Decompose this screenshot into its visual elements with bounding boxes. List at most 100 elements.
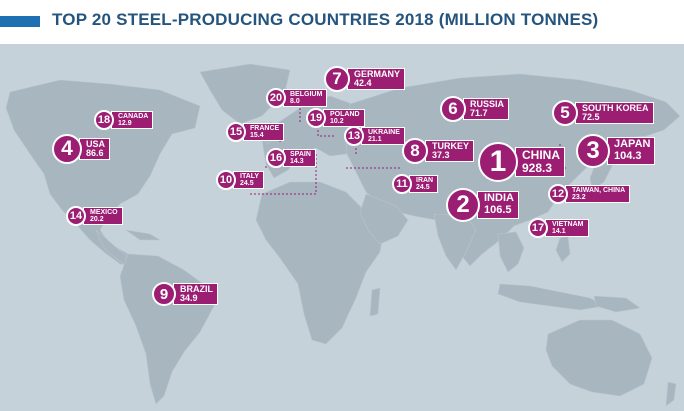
marker-taiwan-china: 12 TAIWAN, CHINA 23.2 [548,184,631,204]
new-guinea-shape [593,295,641,313]
rank-badge: 17 [528,218,548,238]
rank-badge: 6 [440,96,466,122]
country-label: JAPAN 104.3 [607,137,656,165]
country-name: UKRAINE [368,128,400,136]
country-label: UKRAINE 21.1 [361,126,405,146]
header: TOP 20 STEEL-PRODUCING COUNTRIES 2018 (M… [0,0,684,44]
rank-badge: 11 [392,174,412,194]
country-value: 928.3 [522,161,553,175]
country-name: FRANCE [250,124,280,132]
marker-usa: 4 USA 86.6 [52,134,111,164]
marker-poland: 19 POLAND 10.2 [306,108,365,128]
marker-turkey: 8 TURKEY 37.3 [402,138,475,164]
country-value: 37.3 [432,150,450,160]
country-label: BELGIUM 8.0 [283,88,328,108]
country-value: 8.0 [290,98,300,105]
country-name: VIETNAM [552,220,584,228]
country-name: JAPAN [614,138,651,151]
marker-ukraine: 13 UKRAINE 21.1 [344,126,405,146]
country-label: INDIA 106.5 [477,191,519,219]
rank-badge: 7 [324,66,350,92]
indonesia-shape [497,283,605,311]
rank-badge: 12 [548,184,568,204]
rank-badge: 19 [306,108,326,128]
country-label: IRAN 24.5 [409,174,439,194]
country-value: 42.4 [354,78,372,88]
country-name: TURKEY [432,140,470,151]
rank-badge: 10 [216,170,236,190]
madagascar-shape [369,287,381,317]
marker-germany: 7 GERMANY 42.4 [324,66,406,92]
marker-italy: 10 ITALY 24.5 [216,170,265,190]
country-label: BRAZIL 34.9 [173,282,218,306]
world-map: 1 CHINA 928.3 2 INDIA 106.5 3 JAPAN 104.3 4… [0,44,684,411]
country-label: SPAIN 14.3 [283,148,316,168]
country-value: 86.6 [86,148,104,158]
leader-line-italy [250,154,317,195]
country-name: IRAN [416,176,434,184]
country-value: 14.1 [552,228,566,235]
caribbean-shape [125,229,162,241]
country-label: ITALY 24.5 [233,170,265,190]
marker-canada: 18 CANADA 12.9 [94,110,154,130]
philippines-shape [555,235,571,263]
country-value: 10.2 [330,118,344,125]
rank-badge: 16 [266,148,286,168]
country-name: CHINA [522,148,560,163]
rank-badge: 9 [152,282,176,306]
country-label: CANADA 12.9 [111,110,154,130]
country-value: 23.2 [572,194,586,201]
marker-russia: 6 RUSSIA 71.7 [440,96,510,122]
country-label: VIETNAM 14.1 [545,218,589,238]
rank-badge: 4 [52,134,82,164]
country-value: 72.5 [582,112,600,122]
marker-japan: 3 JAPAN 104.3 [576,134,656,168]
country-label: TAIWAN, CHINA 23.2 [565,184,631,204]
rank-badge: 18 [94,110,114,130]
country-value: 34.9 [180,293,198,303]
rank-badge: 13 [344,126,364,146]
country-label: FRANCE 15.4 [243,122,285,142]
arabia-shape [359,193,409,245]
country-name: BRAZIL [180,283,213,294]
country-name: SOUTH KOREA [582,102,649,113]
country-name: USA [86,138,106,149]
australia-shape [545,319,653,397]
country-name: TAIWAN, CHINA [572,186,626,194]
page-title: TOP 20 STEEL-PRODUCING COUNTRIES 2018 (M… [52,10,599,29]
marker-france: 15 FRANCE 15.4 [226,122,285,142]
rank-badge: 14 [66,206,86,226]
country-value: 14.3 [290,158,304,165]
rank-badge: 8 [402,138,428,164]
country-name: CANADA [118,112,149,120]
marker-mexico: 14 MEXICO 20.2 [66,206,123,226]
marker-belgium: 20 BELGIUM 8.0 [266,88,328,108]
country-label: POLAND 10.2 [323,108,365,128]
country-value: 15.4 [250,132,264,139]
rank-badge: 3 [576,134,610,168]
country-name: POLAND [330,110,360,118]
marker-south-korea: 5 SOUTH KOREA 72.5 [552,100,654,126]
country-name: ITALY [240,172,260,180]
country-label: USA 86.6 [79,137,111,161]
country-name: RUSSIA [470,98,505,109]
country-name: SPAIN [290,150,311,158]
country-value: 12.9 [118,120,132,127]
country-label: SOUTH KOREA 72.5 [575,101,654,125]
marker-china: 1 CHINA 928.3 [478,142,565,182]
country-value: 104.3 [614,150,642,162]
rank-badge: 20 [266,88,286,108]
country-label: TURKEY 37.3 [425,139,475,163]
rank-badge: 15 [226,122,246,142]
country-value: 71.7 [470,108,488,118]
marker-vietnam: 17 VIETNAM 14.1 [528,218,589,238]
marker-brazil: 9 BRAZIL 34.9 [152,282,218,306]
se-asia-shape [497,231,525,273]
marker-iran: 11 IRAN 24.5 [392,174,439,194]
country-label: RUSSIA 71.7 [463,97,510,121]
country-name: BELGIUM [290,90,323,98]
new-zealand-shape [665,381,677,407]
country-label: GERMANY 42.4 [347,67,406,91]
marker-india: 2 INDIA 106.5 [446,188,519,222]
